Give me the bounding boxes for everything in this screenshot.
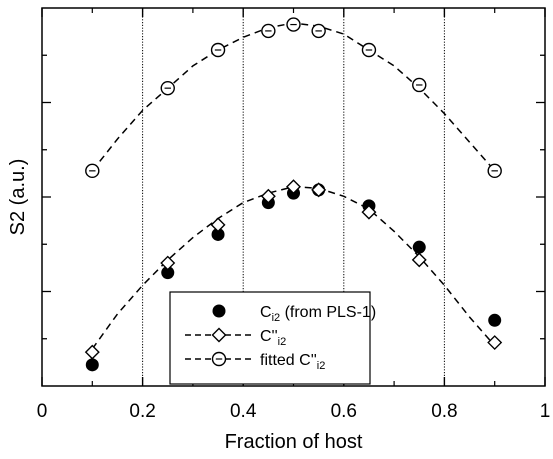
- legend-marker: [211, 327, 227, 343]
- data-point: [487, 335, 503, 351]
- data-point: [411, 252, 427, 268]
- dashed-curve: [91, 22, 496, 172]
- data-point: [412, 77, 427, 93]
- x-tick-label: 0.8: [431, 401, 457, 422]
- legend-label-subscript: i2: [278, 336, 287, 348]
- legend-label: fitted C''i2: [260, 352, 325, 372]
- data-point: [161, 266, 175, 280]
- data-point: [487, 163, 502, 179]
- legend-label: C''i2: [260, 328, 286, 348]
- legend: Ci2 (from PLS-1) C''i2 fitted C''i2: [169, 291, 376, 385]
- legend-entry-cpp: C''i2: [185, 327, 286, 348]
- data-point: [412, 240, 426, 254]
- data-point: [85, 163, 100, 179]
- data-point: [361, 204, 377, 220]
- legend-label-suffix: (from PLS-1): [280, 304, 376, 321]
- data-point: [210, 217, 226, 233]
- x-tick-label: 0.2: [129, 401, 155, 422]
- data-markers: [84, 17, 503, 372]
- x-axis-title: Fraction of host: [225, 431, 363, 453]
- legend-marker: [212, 304, 226, 318]
- data-point: [260, 188, 276, 204]
- legend-label-main: C: [260, 304, 272, 321]
- legend-box: [169, 291, 371, 385]
- data-point: [261, 23, 276, 39]
- data-point: [488, 313, 502, 327]
- data-point: [311, 182, 327, 198]
- legend-label: Ci2 (from PLS-1): [260, 304, 376, 324]
- x-tick-labels: 0 0.2 0.4 0.6 0.8 1: [37, 401, 551, 422]
- data-point: [85, 358, 99, 372]
- x-tick-label: 0.4: [230, 401, 257, 422]
- x-tick-label: 0: [37, 401, 48, 422]
- data-point: [211, 227, 225, 241]
- x-tick-label: 0.6: [331, 401, 357, 422]
- x-tick-label: 1: [540, 401, 551, 422]
- data-point: [160, 80, 175, 96]
- y-axis-title: S2 (a.u.): [7, 159, 29, 236]
- legend-entry-cluster: Ci2 (from PLS-1): [212, 304, 376, 324]
- legend-entry-fitted: fitted C''i2: [185, 351, 325, 372]
- data-point: [210, 42, 226, 58]
- data-point: [286, 17, 301, 32]
- legend-label-main: fitted C'': [260, 352, 317, 369]
- data-point: [286, 179, 301, 195]
- data-point: [361, 42, 377, 58]
- data-point: [84, 344, 100, 360]
- legend-label-subscript: i2: [272, 312, 281, 324]
- data-point: [160, 255, 176, 271]
- data-point: [311, 23, 326, 39]
- legend-marker: [211, 351, 227, 367]
- legend-label-main: C'': [260, 328, 278, 345]
- legend-label-subscript: i2: [317, 360, 326, 372]
